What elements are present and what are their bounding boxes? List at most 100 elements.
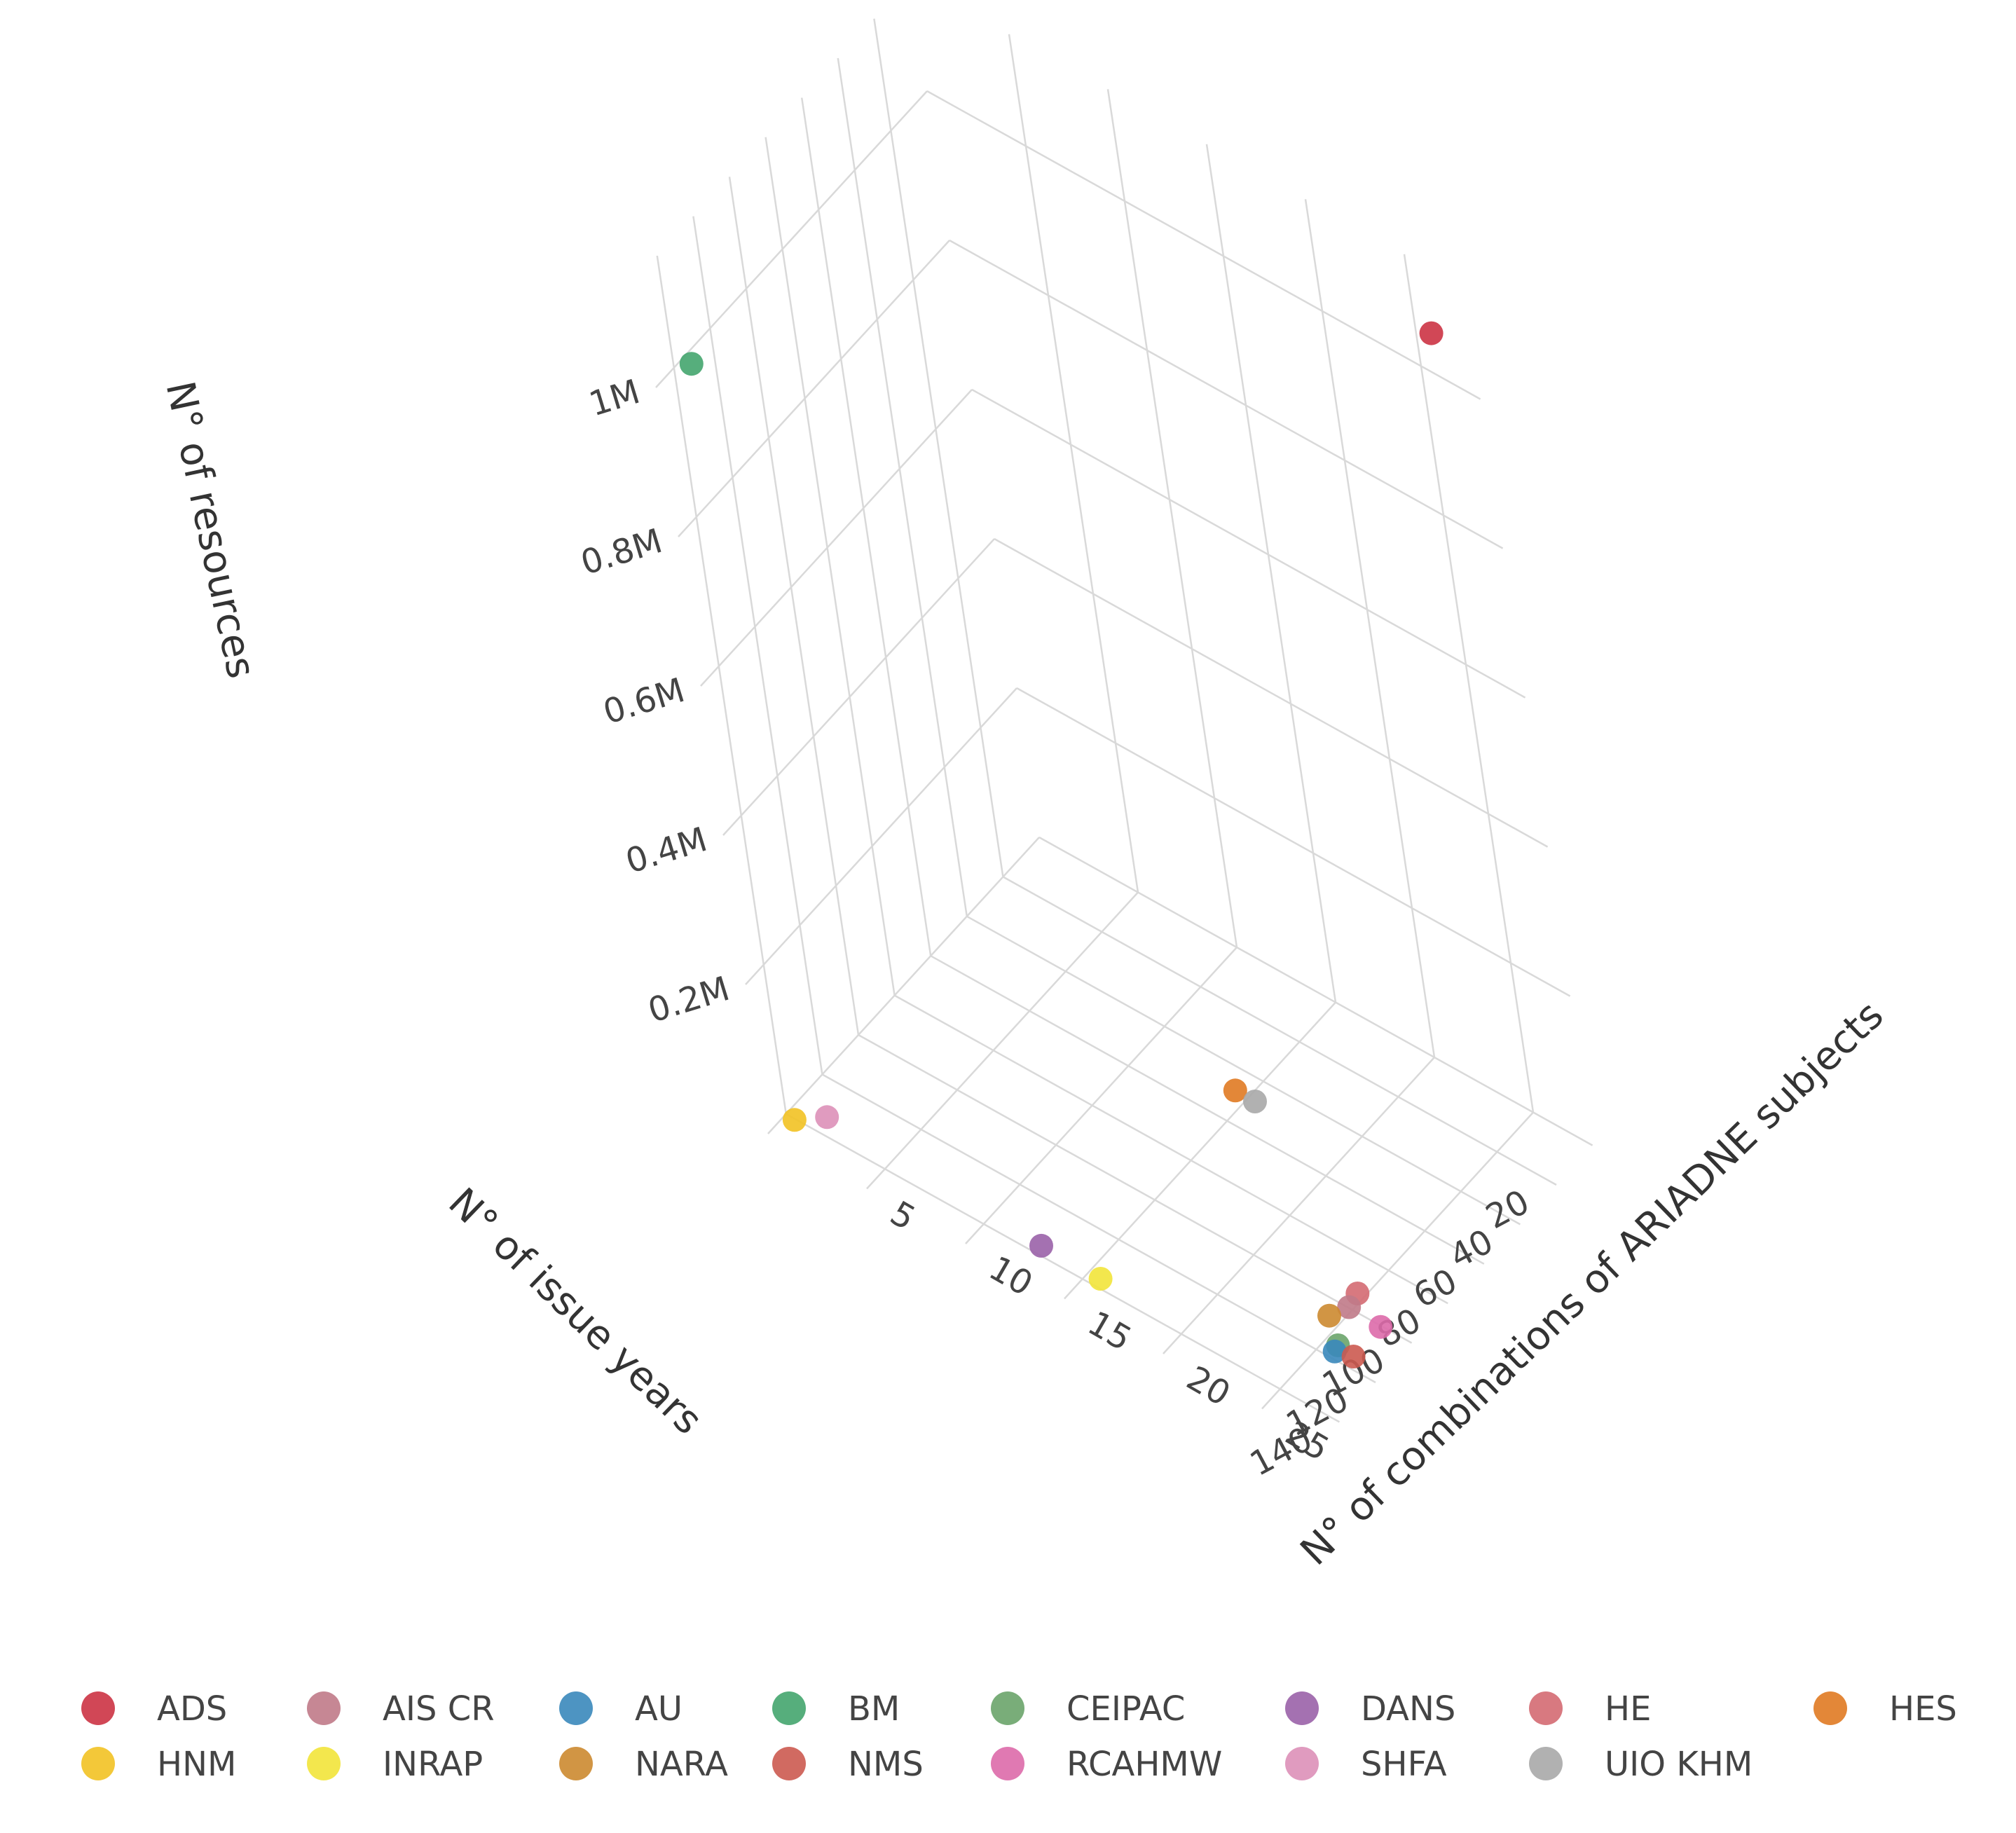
grid-line-y	[1403, 254, 1535, 1113]
grid-line-x	[873, 18, 1004, 877]
z-tick-label: 0.8M	[577, 521, 667, 583]
legend-marker	[1285, 1747, 1319, 1780]
point-shfa[interactable]	[815, 1105, 839, 1130]
grid-line-y	[1304, 199, 1436, 1058]
legend-label: AU	[635, 1689, 683, 1729]
grid-line-z	[949, 239, 1504, 549]
legend-item-nara[interactable]: NARA	[559, 1745, 728, 1784]
legend-item-rcahmw[interactable]: RCAHMW	[991, 1745, 1222, 1784]
legend-item-ceipac[interactable]: CEIPAC	[991, 1689, 1185, 1729]
grid-line-x	[656, 255, 788, 1114]
point-nara[interactable]	[1317, 1303, 1341, 1328]
grid-line-z	[722, 538, 995, 836]
axis-titles: N° of resources N° of issue years N° of …	[157, 378, 1893, 1574]
legend-item-ads[interactable]: ADS	[81, 1689, 227, 1729]
grid-line-x	[893, 994, 1448, 1305]
point-au[interactable]	[1322, 1339, 1347, 1364]
z-tick-label: 1M	[584, 372, 644, 425]
legend-item-shfa[interactable]: SHFA	[1285, 1745, 1447, 1784]
point-nms[interactable]	[1341, 1345, 1366, 1368]
grid-line-z	[655, 90, 928, 388]
y-tick-label: 20	[1180, 1359, 1237, 1414]
grid-line-y	[1008, 34, 1139, 893]
legend-marker	[772, 1691, 806, 1725]
legend-marker	[307, 1691, 341, 1725]
legend-marker	[991, 1747, 1024, 1780]
grid-line-y	[1205, 144, 1337, 1003]
legend-label: INRAP	[383, 1745, 483, 1784]
legend-item-au[interactable]: AU	[559, 1689, 683, 1729]
legend-label: ADS	[157, 1689, 227, 1729]
legend-item-he[interactable]: HE	[1529, 1689, 1651, 1729]
legend-marker	[1529, 1747, 1563, 1780]
x-tick-label: 40	[1444, 1222, 1500, 1277]
grid-line-z	[745, 687, 1017, 985]
z-tick-label: 0.6M	[599, 671, 690, 732]
grid-line-y	[1106, 89, 1238, 948]
legend-label: NMS	[848, 1745, 924, 1784]
point-inrap[interactable]	[1088, 1267, 1113, 1291]
y-axis-title: N° of combinations of ARIADNE subjects	[1292, 992, 1893, 1574]
point-hes[interactable]	[1223, 1078, 1247, 1103]
z-tick-label: 0.2M	[644, 969, 734, 1031]
legend-item-nms[interactable]: NMS	[772, 1745, 924, 1784]
grid-line-z	[678, 240, 950, 537]
grid-line-x	[930, 955, 1485, 1265]
legend-label: HNM	[157, 1745, 236, 1784]
point-bm[interactable]	[679, 352, 704, 376]
point-ais-cr[interactable]	[1337, 1295, 1362, 1319]
legend-label: HES	[1889, 1689, 1957, 1729]
grid-line-x	[966, 915, 1521, 1226]
grid-line-y	[1163, 1057, 1435, 1354]
legend-item-bm[interactable]: BM	[772, 1689, 900, 1729]
grid-line-y	[1261, 1111, 1534, 1410]
legend-item-dans[interactable]: DANS	[1285, 1689, 1455, 1729]
legend-label: CEIPAC	[1067, 1689, 1185, 1729]
grid-line-x	[858, 1034, 1413, 1344]
grid-line-z	[1038, 836, 1593, 1146]
legend-label: UIO KHM	[1605, 1745, 1753, 1784]
grid-line-x	[728, 177, 860, 1036]
grid-line-z	[1016, 687, 1571, 997]
legend-label: AIS CR	[383, 1689, 495, 1729]
legend-label: BM	[848, 1689, 900, 1729]
legend-label: SHFA	[1361, 1745, 1447, 1784]
legend-marker	[307, 1747, 341, 1780]
grid-line-z	[971, 388, 1526, 699]
legend-marker	[772, 1747, 806, 1780]
grid-line-x	[786, 1113, 1340, 1423]
legend-item-uio-khm[interactable]: UIO KHM	[1529, 1745, 1753, 1784]
grid-line-y	[866, 891, 1139, 1190]
legend-item-hes[interactable]: HES	[1813, 1689, 1957, 1729]
legend-item-hnm[interactable]: HNM	[81, 1745, 236, 1784]
grid-line-y	[965, 947, 1237, 1244]
grid-line-z	[700, 389, 973, 687]
grid-line-z	[926, 90, 1481, 400]
data-points	[679, 321, 1444, 1368]
point-uio-khm[interactable]	[1243, 1090, 1267, 1113]
legend: ADS AIS CR AU BM CEIPAC DANS HE HES HNM INRAP NARA…	[81, 1689, 1957, 1784]
legend-marker	[81, 1691, 115, 1725]
legend-label: NARA	[635, 1745, 728, 1784]
point-rcahmw[interactable]	[1369, 1314, 1393, 1339]
z-tick-label: 0.4M	[622, 820, 712, 881]
point-hnm[interactable]	[782, 1108, 807, 1132]
y-tick-label: 5	[884, 1193, 921, 1238]
legend-marker	[1529, 1691, 1563, 1725]
grid-layer	[655, 18, 1593, 1423]
legend-marker	[81, 1747, 115, 1780]
y-tick-label: 10	[982, 1249, 1039, 1304]
grid-line-x	[800, 97, 932, 956]
point-ads[interactable]	[1419, 321, 1444, 345]
grid-line-x	[692, 216, 823, 1075]
grid-line-x	[837, 57, 968, 917]
legend-marker	[991, 1691, 1024, 1725]
legend-item-inrap[interactable]: INRAP	[307, 1745, 483, 1784]
legend-item-ais-cr[interactable]: AIS CR	[307, 1689, 495, 1729]
point-dans[interactable]	[1029, 1233, 1053, 1258]
legend-marker	[559, 1747, 593, 1780]
legend-marker	[1285, 1691, 1319, 1725]
grid-line-z	[994, 537, 1549, 848]
grid-line-y	[1064, 1001, 1336, 1300]
